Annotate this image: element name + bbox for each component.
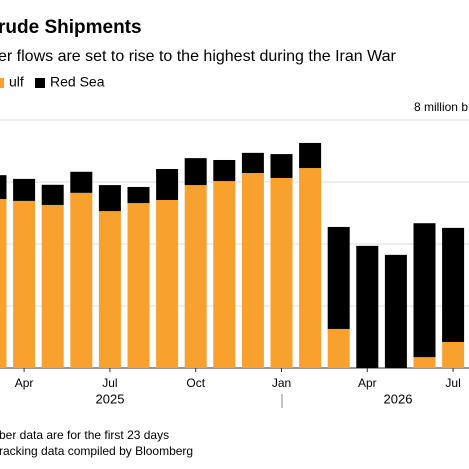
bar-segment	[270, 154, 293, 178]
y-tick-label: 8 million b	[414, 100, 468, 114]
year-label: 2026	[384, 391, 413, 406]
chart-title: rude Shipments	[0, 17, 142, 38]
x-tick-label: Jan	[272, 376, 291, 390]
bar-segment	[299, 168, 322, 368]
bar-segment	[70, 171, 93, 193]
bar-segment	[127, 186, 150, 204]
bar-segment	[156, 199, 179, 368]
bar-segment	[270, 177, 293, 368]
x-tick-label: Apr	[15, 376, 34, 390]
source: racking data compiled by Bloomberg	[0, 444, 193, 458]
legend-swatch	[0, 78, 4, 88]
bar-segment	[184, 158, 207, 186]
legend-label: ulf	[9, 74, 24, 90]
bar-segment	[327, 328, 350, 368]
bar-segment	[356, 245, 379, 368]
bar-segment	[184, 185, 207, 368]
bar-segment	[98, 185, 121, 212]
bar-segment	[0, 199, 7, 368]
bar-segment	[413, 357, 436, 368]
bar-segment	[213, 181, 236, 368]
bar-segment	[299, 142, 322, 169]
bar-segment	[156, 168, 179, 200]
bar-segment	[241, 173, 264, 368]
bar-segment	[384, 254, 407, 368]
x-tick-label: Jul	[445, 376, 460, 390]
chart-subtitle: er flows are set to rise to the highest …	[0, 48, 396, 65]
bar-segment	[98, 211, 121, 368]
bar-segment	[213, 159, 236, 182]
bar-segment	[70, 192, 93, 368]
bar-segment	[442, 227, 465, 342]
bar-segment	[0, 175, 7, 200]
year-label: 2025	[96, 391, 125, 406]
bar-segment	[13, 200, 36, 368]
x-tick-label: Oct	[186, 376, 205, 390]
bar-segment	[41, 184, 64, 205]
bar-segment	[413, 223, 436, 358]
legend-label: Red Sea	[50, 74, 105, 90]
note: ber data are for the first 23 days	[0, 428, 169, 442]
bar-segment	[327, 226, 350, 329]
bar-segment	[127, 203, 150, 368]
x-tick-label: Jul	[102, 376, 117, 390]
bar-segment	[241, 152, 264, 174]
x-tick-label: Apr	[358, 376, 377, 390]
bar-segment	[13, 178, 36, 201]
legend-swatch	[35, 78, 45, 88]
bar-segment	[41, 204, 64, 368]
bar-segment	[442, 341, 465, 368]
